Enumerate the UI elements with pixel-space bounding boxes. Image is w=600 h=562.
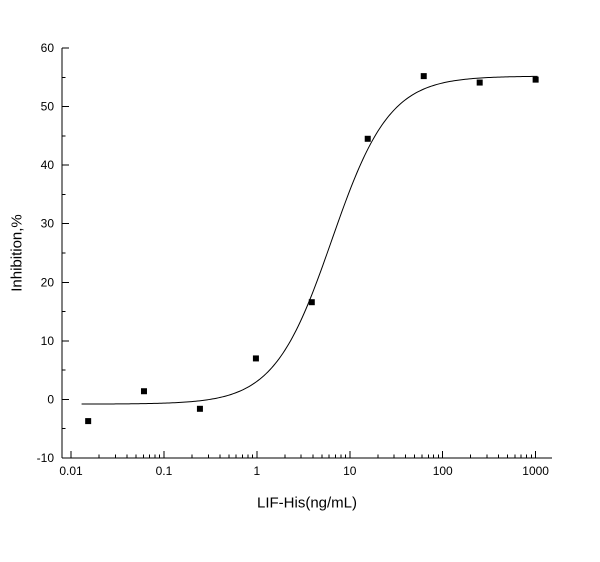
svg-text:0.01: 0.01	[59, 464, 83, 478]
svg-text:10: 10	[41, 334, 55, 348]
svg-text:1: 1	[254, 464, 261, 478]
svg-text:0: 0	[47, 392, 54, 406]
svg-text:30: 30	[41, 217, 55, 231]
svg-text:20: 20	[41, 275, 55, 289]
svg-text:-10: -10	[37, 451, 55, 465]
svg-text:100: 100	[433, 464, 453, 478]
svg-text:40: 40	[41, 158, 55, 172]
svg-text:1000: 1000	[522, 464, 549, 478]
svg-text:50: 50	[41, 100, 55, 114]
y-axis-label: Inhibition,%	[8, 214, 26, 292]
x-axis-label: LIF-His(ng/mL)	[256, 494, 358, 512]
svg-text:60: 60	[41, 41, 55, 55]
svg-text:0.1: 0.1	[156, 464, 173, 478]
svg-text:10: 10	[343, 464, 357, 478]
